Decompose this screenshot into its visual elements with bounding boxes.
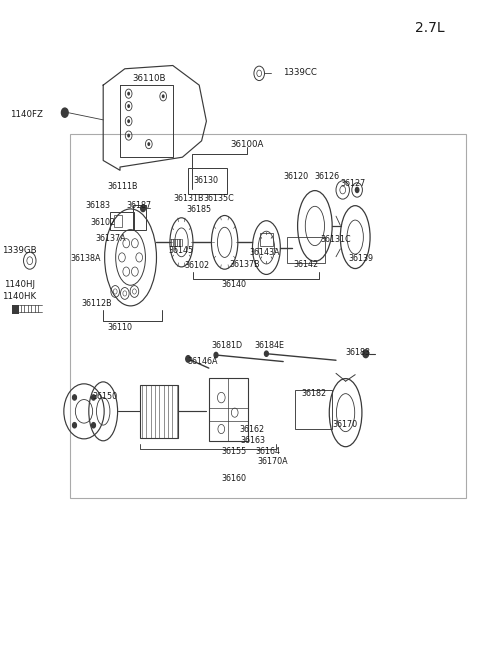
Circle shape: [61, 108, 68, 117]
Text: 36137A: 36137A: [95, 234, 126, 243]
Text: 1339GB: 1339GB: [2, 246, 36, 255]
Text: 36142: 36142: [294, 260, 319, 269]
Text: 36102: 36102: [184, 261, 209, 270]
Text: 36111B: 36111B: [107, 181, 138, 191]
Text: 36137B: 36137B: [229, 260, 260, 269]
Text: 2.7L: 2.7L: [415, 20, 444, 35]
Circle shape: [127, 134, 130, 138]
Text: 36183: 36183: [86, 200, 111, 210]
Text: 36170: 36170: [332, 420, 357, 429]
Circle shape: [214, 352, 218, 358]
Bar: [287, 237, 325, 263]
Text: 36130: 36130: [194, 176, 219, 185]
Bar: [295, 390, 332, 429]
Circle shape: [127, 119, 130, 123]
Text: 36110B: 36110B: [132, 74, 166, 83]
Text: 36131C: 36131C: [321, 234, 351, 244]
Text: 36163: 36163: [240, 436, 265, 445]
Text: 36185: 36185: [187, 205, 212, 214]
Circle shape: [141, 205, 145, 212]
Text: 36138A: 36138A: [70, 253, 101, 263]
Text: 36150: 36150: [92, 392, 117, 401]
Text: 36120: 36120: [284, 172, 309, 181]
Bar: [12, 305, 19, 314]
Bar: [110, 212, 134, 230]
Circle shape: [355, 187, 360, 193]
Text: 36135C: 36135C: [203, 194, 234, 203]
Circle shape: [264, 351, 268, 356]
Bar: [133, 205, 146, 230]
Text: 36160: 36160: [221, 474, 246, 483]
Text: 1140HK: 1140HK: [2, 291, 36, 301]
Text: 36139: 36139: [349, 253, 374, 263]
Text: 1140FZ: 1140FZ: [10, 110, 43, 119]
Text: 36145: 36145: [168, 246, 193, 255]
Text: 36112B: 36112B: [82, 299, 112, 309]
Text: 36131B: 36131B: [173, 194, 204, 203]
Circle shape: [162, 94, 165, 98]
Bar: [140, 385, 178, 438]
Text: 36183: 36183: [345, 348, 370, 357]
Circle shape: [72, 395, 76, 400]
Text: 36126: 36126: [315, 172, 340, 181]
Text: 36102: 36102: [91, 217, 116, 227]
Text: 36155: 36155: [221, 447, 246, 456]
Text: 36164: 36164: [255, 447, 280, 456]
Text: 36100A: 36100A: [230, 140, 264, 149]
Circle shape: [72, 422, 76, 428]
Text: 36182: 36182: [301, 388, 326, 398]
Text: 36181D: 36181D: [211, 341, 242, 350]
Bar: [70, 134, 466, 498]
Text: 36162: 36162: [240, 425, 265, 434]
Circle shape: [363, 350, 369, 358]
Text: 36110: 36110: [108, 323, 132, 332]
Bar: [188, 168, 227, 194]
Text: 36127: 36127: [341, 179, 366, 188]
Text: 36146A: 36146A: [187, 357, 218, 366]
Text: 1140HJ: 1140HJ: [4, 280, 35, 290]
Text: 36170A: 36170A: [257, 457, 288, 466]
Circle shape: [186, 356, 191, 362]
Text: 36143A: 36143A: [250, 248, 280, 257]
Circle shape: [127, 104, 130, 108]
Bar: [209, 378, 248, 441]
Circle shape: [127, 92, 130, 96]
Circle shape: [147, 142, 150, 146]
Text: 1339CC: 1339CC: [283, 67, 317, 77]
Text: 36140: 36140: [222, 280, 247, 289]
Bar: [114, 215, 122, 227]
Bar: [260, 233, 273, 246]
Circle shape: [92, 395, 96, 400]
Circle shape: [92, 422, 96, 428]
Text: 36187: 36187: [127, 200, 152, 210]
Text: 36184E: 36184E: [255, 341, 285, 350]
